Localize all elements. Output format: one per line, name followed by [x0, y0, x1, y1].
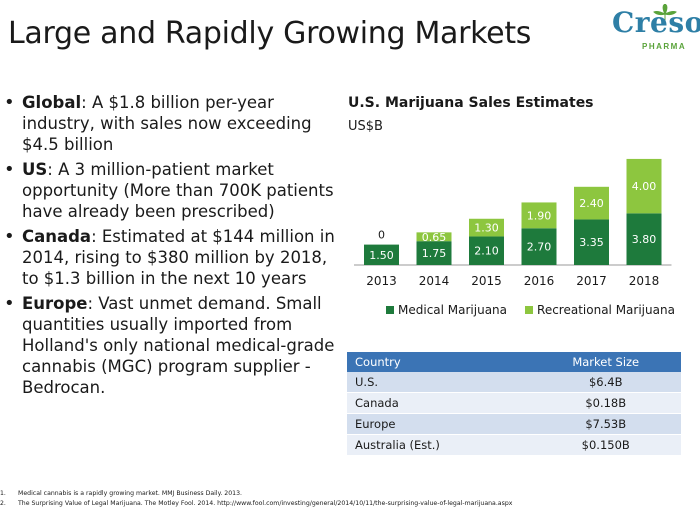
x-tick-label-2014: 2014	[419, 274, 450, 288]
cannabis-leaf-icon	[653, 4, 677, 24]
bullet-global: • Global: A $1.8 billion per-year industr…	[0, 92, 340, 155]
bar-medical-2014	[416, 241, 452, 265]
legend-item-medical: Medical Marijuana	[386, 303, 507, 317]
logo-subtext: PHARMA	[642, 42, 687, 51]
data-label-recreational-2015: 1.30	[474, 222, 499, 235]
legend-item-recreational: Recreational Marijuana	[525, 303, 675, 317]
market-size-table: Country Market Size U.S. $6.4B Canada $0…	[347, 352, 681, 456]
footnote-2: 2. The Surprising Value of Legal Marijuan…	[0, 500, 513, 507]
legend-swatch	[386, 306, 394, 314]
bullet-text: : Vast unmet demand. Small quantities us…	[22, 294, 335, 397]
sales-stacked-bar-chart: 1.50 0 2013 1.75 0.65 2014 2.10 1.30 2015 2.70 1.9…	[354, 158, 672, 288]
bullet-label: US	[22, 160, 48, 179]
data-label-medical-2013: 1.50	[369, 249, 394, 262]
table-row: U.S. $6.4B	[347, 372, 681, 393]
x-tick-label-2015: 2015	[471, 274, 502, 288]
bar-recreational-2014	[416, 232, 452, 242]
creso-pharma-logo: Creso PHARMA	[598, 4, 700, 66]
bullet-dot-icon: •	[4, 92, 15, 113]
data-label-medical-2016: 2.70	[527, 241, 552, 254]
data-label-recreational-2014: 0.65	[422, 231, 447, 244]
bar-recreational-2015	[469, 218, 504, 237]
bar-medical-2015	[469, 236, 504, 265]
legend-label: Medical Marijuana	[398, 303, 508, 317]
bar-recreational-2017	[574, 186, 609, 220]
bullet-canada: • Canada: Estimated at $144 million in 20…	[0, 226, 340, 289]
bullet-text: : Estimated at $144 million in 2014, ris…	[22, 227, 335, 288]
bullet-dot-icon: •	[4, 159, 15, 180]
cell-market-size: $7.53B	[530, 413, 681, 435]
bullet-us: • US: A 3 million-patient market opportun…	[0, 159, 340, 222]
legend-swatch	[525, 306, 534, 314]
table-row: Canada $0.18B	[347, 392, 681, 414]
data-label-recreational-2013: 0	[378, 229, 385, 242]
bullet-label: Europe	[22, 294, 88, 313]
table-row: Australia (Est.) $0.150B	[347, 434, 681, 456]
market-bullet-list: • Global: A $1.8 billion per-year industr…	[0, 92, 340, 402]
footnote-1: 1. Medical cannabis is a rapidly growing …	[0, 490, 243, 497]
bullet-text: : A 3 million-patient market opportunity…	[22, 160, 334, 221]
cell-country: Canada	[347, 392, 531, 414]
data-label-medical-2017: 3.35	[579, 236, 604, 249]
table-row: Europe $7.53B	[347, 413, 681, 435]
table-header-row: Country Market Size	[347, 352, 681, 372]
bar-medical-2013	[364, 244, 399, 265]
bullet-label: Canada	[22, 227, 92, 246]
chart-title: U.S. Marijuana Sales Estimates	[348, 95, 594, 111]
cell-market-size: $0.18B	[530, 392, 681, 414]
cell-country: Australia (Est.)	[347, 434, 531, 456]
x-tick-label-2017: 2017	[576, 274, 607, 288]
cell-market-size: $0.150B	[530, 434, 681, 456]
bar-medical-2018	[626, 213, 662, 265]
x-tick-label-2013: 2013	[366, 274, 397, 288]
bullet-text: : A $1.8 billion per-year industry, with…	[22, 93, 312, 154]
x-tick-label-2018: 2018	[629, 274, 660, 288]
bar-medical-2017	[574, 219, 609, 265]
cell-market-size: $6.4B	[530, 372, 681, 393]
column-header-country: Country	[347, 352, 531, 372]
data-label-recreational-2016: 1.90	[527, 209, 552, 222]
data-label-medical-2015: 2.10	[474, 245, 499, 258]
data-label-recreational-2017: 2.40	[579, 197, 604, 210]
bullet-dot-icon: •	[4, 226, 15, 247]
data-label-medical-2014: 1.75	[422, 247, 447, 260]
bullet-label: Global	[22, 93, 82, 112]
slide-title: Large and Rapidly Growing Markets	[8, 16, 532, 51]
bullet-dot-icon: •	[4, 293, 15, 314]
chart-legend: Medical Marijuana Recreational Marijuana	[386, 303, 675, 317]
cell-country: U.S.	[347, 372, 531, 393]
bar-recreational-2018	[626, 158, 662, 214]
bar-medical-2016	[521, 228, 557, 265]
data-label-recreational-2018: 4.00	[632, 180, 657, 193]
chart-unit-label: US$B	[348, 119, 383, 134]
logo-text: Creso	[612, 6, 700, 39]
column-header-market-size: Market Size	[530, 352, 681, 372]
data-label-medical-2018: 3.80	[632, 233, 657, 246]
bullet-europe: • Europe: Vast unmet demand. Small quanti…	[0, 293, 340, 398]
cell-country: Europe	[347, 413, 531, 435]
legend-label: Recreational Marijuana	[537, 303, 675, 317]
footnotes: 1. Medical cannabis is a rapidly growing …	[0, 489, 512, 509]
x-tick-label-2016: 2016	[524, 274, 555, 288]
bar-recreational-2016	[521, 202, 557, 229]
